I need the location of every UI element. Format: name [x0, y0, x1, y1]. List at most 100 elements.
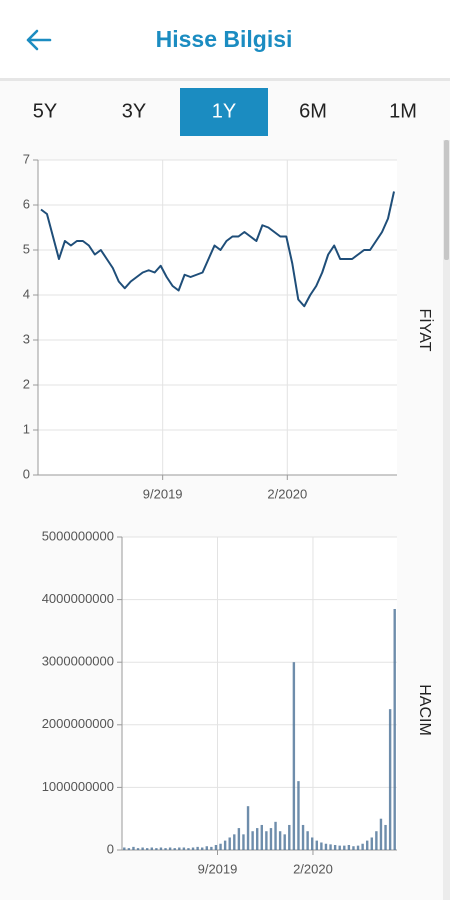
volume-bar — [155, 848, 158, 850]
tab-label[interactable]: 3Y — [122, 100, 146, 122]
volume-bar — [201, 847, 204, 850]
volume-bar — [343, 845, 346, 850]
volume-bar — [173, 848, 176, 850]
plot-area — [122, 537, 397, 850]
volume-bar — [324, 843, 328, 850]
plot-area — [38, 160, 397, 475]
volume-bar — [132, 846, 135, 850]
tab-label[interactable]: 5Y — [33, 100, 57, 122]
volume-bar — [159, 847, 163, 850]
y-tick-label: 5000000000 — [42, 528, 114, 543]
y-tick-label: 4000000000 — [42, 591, 114, 606]
volume-bar — [375, 831, 378, 850]
y-tick-label: 3 — [23, 331, 30, 346]
volume-bar — [205, 846, 208, 850]
y-tick-label: 0 — [23, 466, 30, 481]
volume-bar — [164, 848, 167, 850]
tab-label[interactable]: 6M — [299, 100, 327, 122]
app-bar — [0, 0, 450, 78]
y-tick-label: 2 — [23, 376, 30, 391]
x-tick-label: 2/2020 — [293, 861, 333, 876]
y-tick-label: 1 — [23, 421, 30, 436]
scrollbar-thumb[interactable] — [444, 140, 449, 260]
chart: 0 1000000000 2000000000 3000000000 400000000… — [42, 528, 433, 876]
scrollbar-track — [443, 140, 450, 900]
volume-bar — [178, 847, 181, 850]
y-axis-label: HACIM — [416, 684, 433, 736]
volume-bar — [361, 843, 364, 850]
volume-bar — [278, 831, 282, 850]
back-button[interactable] — [26, 29, 52, 51]
volume-bar — [123, 847, 126, 850]
y-tick-label: 4 — [23, 286, 30, 301]
volume-bar — [338, 845, 341, 850]
volume-bar — [256, 828, 259, 850]
tab-selected-bg[interactable] — [180, 88, 268, 136]
volume-bar — [384, 824, 387, 850]
volume-bar — [191, 847, 195, 850]
chart: 0 1 2 3 4 5 6 7 9/2019 2/2020 FİYAT — [23, 151, 435, 501]
screen-title: Hisse Bilgisi — [156, 26, 293, 52]
volume-bar — [237, 828, 241, 850]
y-tick-label: 3000000000 — [42, 654, 114, 669]
y-tick-label: 7 — [23, 151, 30, 166]
volume-bar — [251, 831, 254, 850]
volume-bar — [366, 840, 369, 850]
x-tick-label: 9/2019 — [198, 861, 238, 876]
volume-bar — [269, 828, 273, 850]
app-bar-shadow — [0, 78, 450, 81]
volume-bar — [315, 840, 318, 850]
volume-bar — [228, 837, 231, 850]
y-tick-label: 2000000000 — [42, 716, 114, 731]
volume-bar — [182, 847, 186, 850]
y-tick-label: 6 — [23, 196, 30, 211]
volume-bar — [136, 848, 140, 850]
volume-bar — [306, 831, 309, 850]
volume-bar — [146, 848, 149, 850]
volume-bar — [127, 848, 131, 850]
y-tick-label: 5 — [23, 241, 30, 256]
volume-bar — [347, 844, 351, 850]
volume-bar — [370, 837, 373, 850]
volume-bar — [297, 781, 300, 850]
volume-bar — [187, 848, 190, 850]
volume-bar — [329, 844, 332, 850]
volume-bar — [320, 842, 323, 850]
volume-bar — [219, 843, 222, 850]
y-tick-label: 0 — [107, 841, 114, 856]
y-axis-label: FİYAT — [416, 309, 435, 352]
tab-label[interactable]: 1M — [389, 100, 417, 122]
volume-bar — [233, 834, 236, 850]
tab-label[interactable]: 1Y — [212, 100, 236, 122]
volume-bar — [223, 840, 227, 850]
volume-bar — [274, 821, 277, 850]
volume-bar — [265, 831, 268, 850]
volume-bar — [356, 845, 360, 850]
volume-bar — [260, 824, 263, 850]
volume-bar — [150, 847, 153, 850]
range-tabs: 5Y 3Y 1Y 6M 1M — [33, 88, 417, 136]
volume-bar — [333, 844, 337, 850]
volume-bar — [246, 806, 250, 850]
volume-bar — [242, 834, 245, 850]
x-tick-label: 9/2019 — [143, 486, 183, 501]
y-tick-label: 1000000000 — [42, 779, 114, 794]
volume-bar — [379, 818, 383, 850]
volume-bar — [210, 846, 213, 850]
volume-bar — [311, 837, 314, 850]
volume-bar — [292, 662, 296, 850]
volume-bar — [288, 824, 291, 850]
volume-bar — [214, 844, 218, 850]
volume-bar — [283, 834, 286, 850]
volume-bar — [393, 608, 396, 850]
volume-bar — [196, 846, 199, 850]
back-arrow[interactable] — [26, 29, 52, 51]
volume-bar — [168, 847, 172, 850]
volume-bar — [352, 846, 355, 850]
volume-bar — [388, 709, 392, 850]
volume-bar — [141, 847, 144, 850]
volume-bar — [301, 824, 305, 850]
x-tick-label: 2/2020 — [267, 486, 307, 501]
